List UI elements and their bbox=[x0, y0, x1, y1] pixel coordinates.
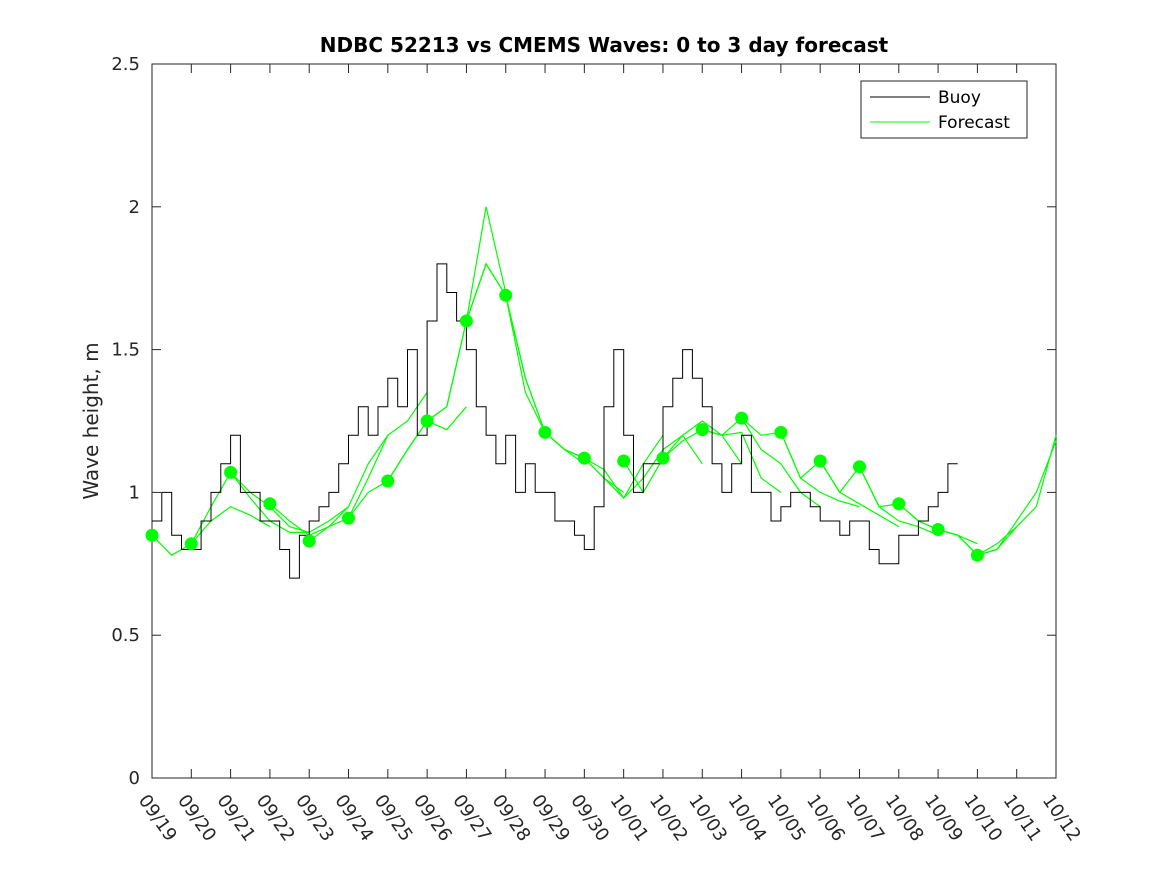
chart-title: NDBC 52213 vs CMEMS Waves: 0 to 3 day fo… bbox=[320, 33, 889, 57]
y-tick-label: 2.5 bbox=[111, 54, 140, 75]
y-tick-label: 1 bbox=[129, 482, 140, 503]
forecast-marker bbox=[459, 314, 473, 328]
forecast-marker bbox=[342, 511, 355, 525]
forecast-marker bbox=[263, 497, 277, 511]
legend-label-buoy: Buoy bbox=[938, 88, 981, 108]
forecast-line-22 bbox=[977, 440, 1057, 556]
forecast-marker bbox=[420, 414, 434, 428]
forecast-marker bbox=[892, 497, 906, 511]
forecast-marker bbox=[695, 423, 709, 437]
forecast-line-21 bbox=[937, 435, 1057, 556]
forecast-marker bbox=[184, 537, 198, 551]
y-tick-label: 2 bbox=[129, 197, 140, 218]
forecast-marker bbox=[381, 474, 395, 488]
data-layer bbox=[145, 206, 1057, 579]
forecast-marker bbox=[302, 534, 316, 548]
forecast-marker bbox=[931, 523, 945, 536]
y-tick-label: 0 bbox=[129, 768, 140, 789]
forecast-marker bbox=[735, 411, 749, 425]
y-tick-label: 0.5 bbox=[111, 625, 140, 646]
legend-label-forecast: Forecast bbox=[938, 113, 1010, 133]
forecast-marker bbox=[145, 528, 159, 542]
forecast-marker bbox=[774, 425, 788, 439]
forecast-marker bbox=[499, 288, 513, 302]
forecast-marker bbox=[224, 465, 238, 479]
legend-box bbox=[860, 80, 1028, 139]
y-axis-label: Wave height, m bbox=[79, 342, 103, 499]
forecast-marker bbox=[970, 548, 984, 562]
forecast-marker bbox=[538, 425, 552, 439]
forecast-marker bbox=[617, 454, 631, 468]
legend: Buoy Forecast bbox=[860, 80, 1028, 139]
forecast-marker bbox=[656, 451, 670, 465]
forecast-marker bbox=[813, 454, 827, 468]
forecast-marker bbox=[853, 460, 866, 474]
buoy-line bbox=[152, 263, 958, 579]
forecast-line-5 bbox=[308, 392, 428, 542]
forecast-marker bbox=[577, 451, 591, 465]
y-tick-label: 1.5 bbox=[111, 340, 140, 361]
